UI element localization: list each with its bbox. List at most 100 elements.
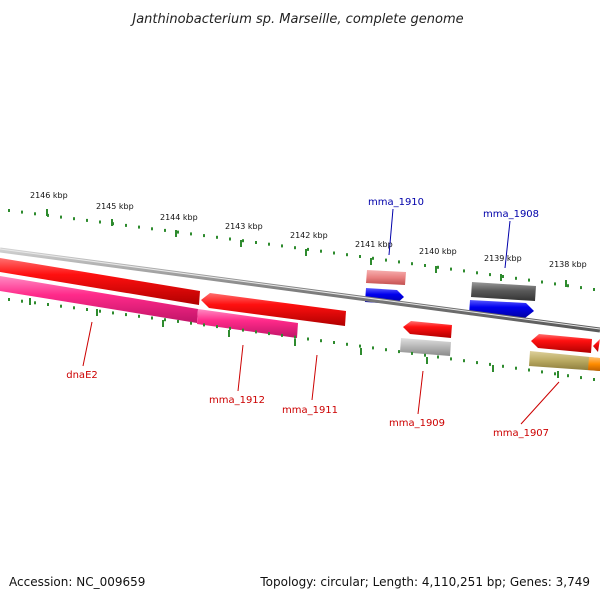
minor-tick: [528, 368, 530, 372]
gene-mma-1911-red[interactable]: [201, 293, 346, 326]
minor-tick: [177, 230, 179, 234]
minor-tick: [580, 286, 582, 290]
minor-tick: [125, 223, 127, 227]
gene-gray-block[interactable]: [400, 338, 451, 356]
gene-label-mma-1910[interactable]: mma_1910: [368, 197, 424, 208]
minor-tick: [320, 249, 322, 253]
minor-tick: [60, 215, 62, 219]
minor-tick: [515, 366, 517, 370]
minor-tick: [34, 212, 36, 216]
minor-tick: [60, 304, 62, 308]
kbp-label: 2141 kbp: [355, 240, 393, 249]
minor-tick: [515, 276, 517, 280]
minor-tick: [398, 260, 400, 264]
inner-genes: [0, 258, 600, 371]
major-tick: [294, 339, 296, 346]
gene-olive-block[interactable]: [529, 351, 600, 371]
gene-labels: mma_1910 mma_1908 dnaE2 mma_1912 mma_191…: [66, 197, 549, 439]
minor-tick: [190, 232, 192, 236]
kbp-label: 2146 kbp: [30, 191, 68, 200]
gene-label-dnaE2[interactable]: dnaE2: [66, 370, 98, 381]
gene-red-edge[interactable]: [593, 339, 600, 352]
minor-tick: [333, 251, 335, 255]
minor-tick: [268, 242, 270, 246]
kbp-label: 2139 kbp: [484, 254, 522, 263]
inner-leaders: [82, 321, 560, 425]
minor-tick: [567, 284, 569, 288]
minor-tick: [8, 209, 10, 212]
gene-label-mma-1909[interactable]: mma_1909: [389, 418, 445, 429]
gene-label-mma-1911[interactable]: mma_1911: [282, 405, 338, 416]
minor-tick: [281, 244, 283, 248]
kbp-label: 2143 kbp: [225, 222, 263, 231]
leader-line: [388, 208, 394, 256]
gene-mma-1909-red[interactable]: [403, 321, 452, 338]
minor-tick: [450, 357, 452, 361]
leader-line: [237, 344, 244, 392]
minor-tick: [541, 280, 543, 284]
minor-tick: [73, 217, 75, 221]
minor-tick: [489, 273, 491, 277]
minor-tick: [151, 227, 153, 231]
gene-mma-1908-block[interactable]: [471, 282, 536, 301]
minor-tick: [99, 309, 101, 313]
major-tick: [305, 249, 307, 256]
minor-tick: [372, 346, 374, 350]
minor-tick: [450, 267, 452, 271]
minor-tick: [229, 326, 231, 330]
minor-tick: [502, 364, 504, 368]
gene-label-mma-1912[interactable]: mma_1912: [209, 395, 265, 406]
gene-dnaE2-red[interactable]: [0, 258, 200, 305]
minor-tick: [320, 339, 322, 343]
minor-tick: [554, 372, 556, 376]
major-tick: [500, 274, 502, 281]
minor-tick: [86, 218, 88, 222]
major-tick: [46, 209, 48, 216]
minor-tick: [125, 313, 127, 317]
gene-mma-1907-red[interactable]: [531, 334, 592, 353]
accession-text: Accession: NC_009659: [9, 575, 145, 589]
minor-tick: [359, 344, 361, 348]
minor-tick: [268, 332, 270, 336]
minor-tick: [476, 271, 478, 275]
minor-tick: [47, 303, 49, 306]
major-tick: [162, 320, 164, 327]
minor-tick: [138, 225, 140, 229]
kbp-label: 2138 kbp: [549, 260, 587, 269]
gene-label-mma-1907[interactable]: mma_1907: [493, 428, 549, 439]
minor-tick: [112, 311, 114, 315]
minor-tick: [424, 353, 426, 357]
major-tick: [228, 330, 230, 337]
kbp-label: 2142 kbp: [290, 231, 328, 240]
gene-mma-1910-block[interactable]: [366, 270, 406, 285]
minor-tick: [138, 314, 140, 318]
minor-tick: [151, 316, 153, 320]
minor-tick: [34, 301, 36, 305]
minor-tick: [424, 264, 426, 267]
major-tick: [175, 230, 177, 237]
minor-tick: [21, 210, 23, 214]
minor-tick: [255, 241, 257, 244]
major-tick: [29, 298, 31, 305]
minor-tick: [346, 253, 348, 257]
minor-tick: [164, 318, 166, 322]
leader-line: [82, 321, 93, 367]
minor-tick: [385, 348, 387, 352]
minor-tick: [463, 269, 465, 273]
major-tick: [492, 365, 494, 372]
kbp-label: 2145 kbp: [96, 202, 134, 211]
minor-tick: [164, 228, 166, 232]
genome-title: Janthinobacterium sp. Marseille, complet…: [129, 12, 463, 27]
gene-label-mma-1908[interactable]: mma_1908: [483, 209, 539, 220]
minor-tick: [8, 298, 10, 301]
minor-tick: [567, 374, 569, 378]
minor-tick: [398, 350, 400, 354]
gene-dnaE2-pink[interactable]: [0, 276, 198, 323]
gene-orange-block[interactable]: [588, 357, 600, 371]
major-tick: [240, 240, 242, 247]
minor-tick: [333, 341, 335, 344]
minor-tick: [476, 361, 478, 365]
gene-mma-1912-pink[interactable]: [197, 309, 298, 338]
minor-tick: [294, 246, 296, 250]
